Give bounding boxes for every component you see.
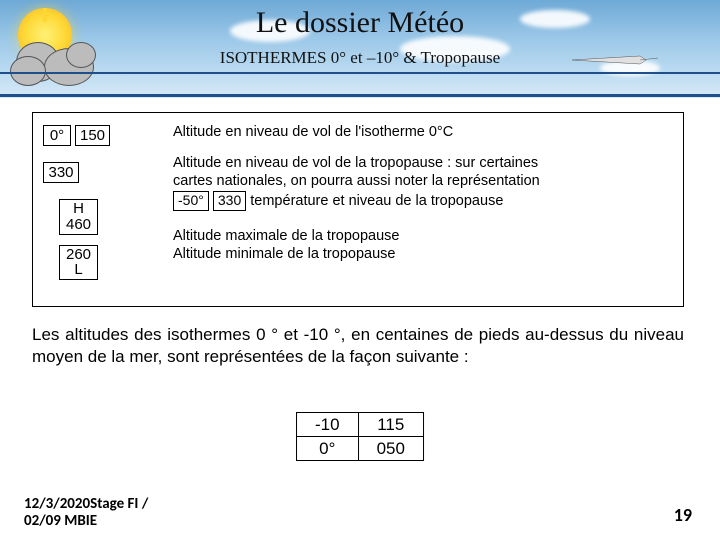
desc-max: Altitude maximale de la tropopause: [173, 227, 669, 246]
page-number: 19: [674, 504, 692, 526]
inline-level: 330: [213, 191, 246, 211]
page-subtitle: ISOTHERMES 0° et –10° & Tropopause: [0, 48, 720, 68]
symbol-tropo-max-h: H: [73, 201, 84, 217]
footer-date-line2: 02/09 MBIE: [24, 513, 148, 530]
table-cell: -10: [297, 413, 359, 437]
desc-tropo-c-text: température et niveau de la tropopause: [250, 193, 503, 209]
body-paragraph: Les altitudes des isothermes 0 ° et -10 …: [32, 324, 684, 369]
footer-date-line1: 12/3/2020Stage FI /: [24, 496, 148, 513]
footer-left: 12/3/2020Stage FI / 02/09 MBIE: [24, 496, 148, 531]
page-title: Le dossier Météo: [0, 6, 720, 40]
slide: Le dossier Météo ISOTHERMES 0° et –10° &…: [0, 0, 720, 540]
desc-tropo-c: -50° 330 température et niveau de la tro…: [173, 191, 669, 211]
desc-iso-zero: Altitude en niveau de vol de l'isotherme…: [173, 123, 669, 142]
altitude-table: -10 115 0° 050: [296, 412, 424, 461]
desc-min: Altitude minimale de la tropopause: [173, 245, 669, 264]
symbol-tropo-max-val: 460: [66, 217, 91, 233]
symbol-iso-zero-level: 150: [75, 125, 110, 146]
symbol-tropo-min-l: L: [74, 262, 82, 278]
desc-tropo-b: cartes nationales, on pourra aussi noter…: [173, 172, 669, 191]
table-cell: 115: [358, 413, 423, 437]
symbol-tropo-min: 260 L: [59, 245, 98, 281]
table-cell: 050: [358, 437, 423, 461]
symbol-column: 0° 150 330 H 460 260 L: [43, 125, 153, 286]
symbol-tropo-max: H 460: [59, 199, 98, 235]
description-column: Altitude en niveau de vol de l'isotherme…: [173, 123, 669, 264]
symbol-iso-zero-label: 0°: [43, 125, 71, 146]
divider: [0, 72, 720, 74]
symbol-tropo-min-val: 260: [66, 247, 91, 263]
inline-temp: -50°: [173, 191, 209, 211]
symbol-tropo-level: 330: [43, 162, 79, 183]
legend-box: 0° 150 330 H 460 260 L Altitude en nivea…: [32, 112, 684, 307]
divider: [0, 94, 720, 97]
desc-tropo-a: Altitude en niveau de vol de la tropopau…: [173, 154, 669, 173]
table-cell: 0°: [297, 437, 359, 461]
